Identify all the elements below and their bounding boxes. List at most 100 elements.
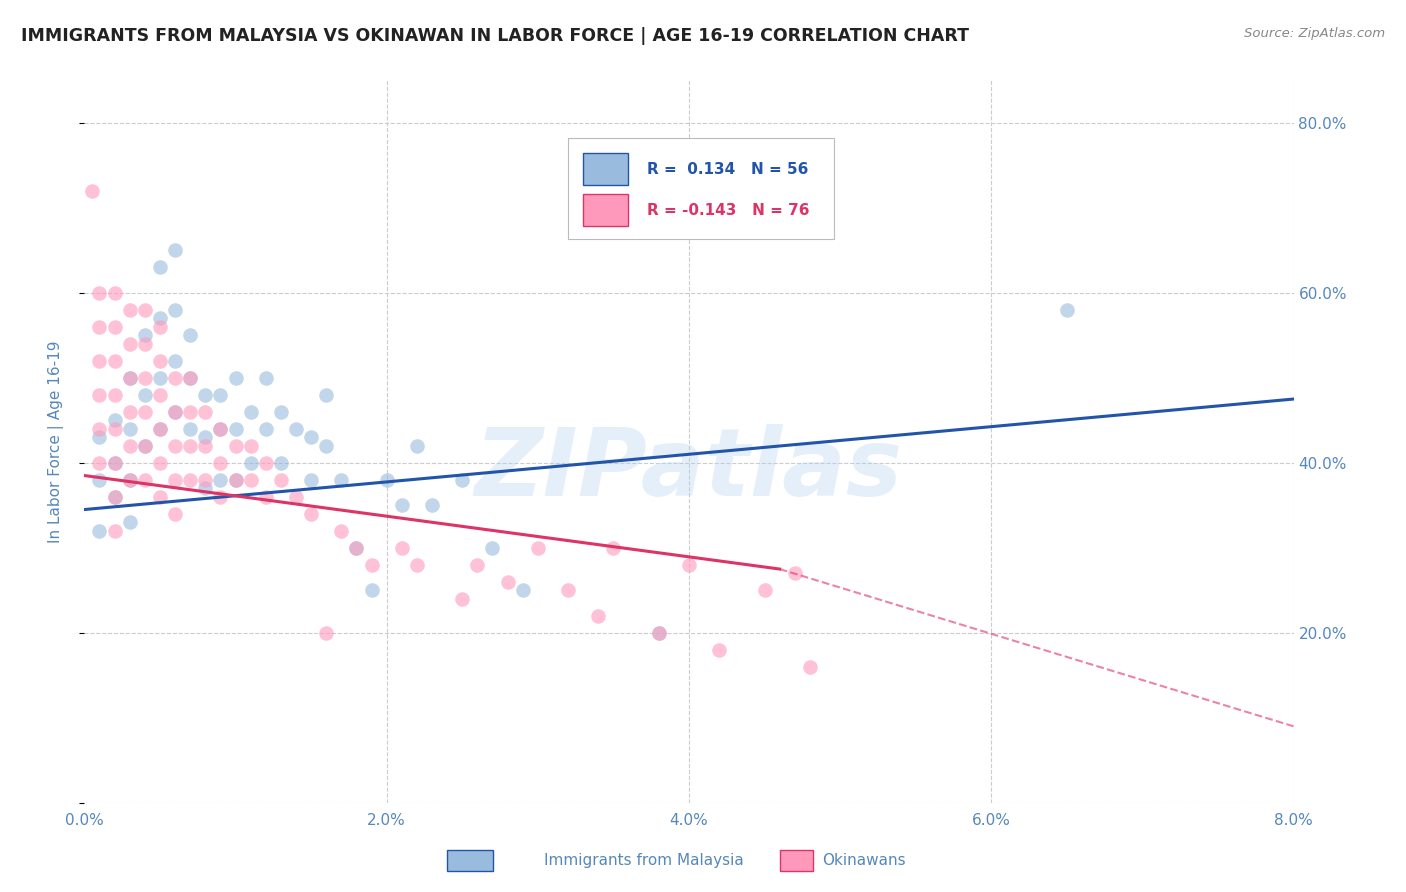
Point [149, 319, 172, 334]
Point [165, 353, 187, 368]
Point [118, 473, 141, 487]
Point [557, 583, 579, 598]
Point [225, 422, 247, 436]
Point [118, 405, 141, 419]
Point [149, 388, 172, 402]
Point [104, 456, 127, 470]
Point [225, 473, 247, 487]
Point [406, 558, 429, 572]
Point [104, 524, 127, 538]
Point [209, 388, 232, 402]
Point [391, 498, 413, 512]
Point [194, 405, 217, 419]
FancyBboxPatch shape [447, 850, 494, 871]
Point [134, 388, 156, 402]
Point [104, 285, 127, 300]
Point [527, 541, 550, 555]
Point [179, 371, 201, 385]
Point [270, 456, 292, 470]
Point [360, 558, 382, 572]
Text: Okinawans: Okinawans [823, 853, 905, 868]
Point [299, 430, 322, 444]
Point [648, 625, 671, 640]
Point [118, 516, 141, 530]
Point [118, 371, 141, 385]
Point [299, 473, 322, 487]
Point [254, 422, 277, 436]
Point [89, 388, 111, 402]
Point [104, 388, 127, 402]
Point [165, 244, 187, 258]
Point [118, 439, 141, 453]
Text: R =  0.134   N = 56: R = 0.134 N = 56 [647, 161, 808, 177]
Point [104, 353, 127, 368]
Point [165, 405, 187, 419]
Point [104, 456, 127, 470]
Point [134, 336, 156, 351]
Point [299, 507, 322, 521]
Point [118, 422, 141, 436]
Point [346, 541, 368, 555]
Point [179, 473, 201, 487]
Text: IMMIGRANTS FROM MALAYSIA VS OKINAWAN IN LABOR FORCE | AGE 16-19 CORRELATION CHAR: IMMIGRANTS FROM MALAYSIA VS OKINAWAN IN … [21, 27, 969, 45]
Point [134, 473, 156, 487]
Y-axis label: In Labor Force | Age 16-19: In Labor Force | Age 16-19 [48, 340, 63, 543]
Point [799, 660, 821, 674]
Point [118, 473, 141, 487]
Point [134, 439, 156, 453]
Point [89, 422, 111, 436]
Point [254, 490, 277, 504]
Point [134, 371, 156, 385]
Text: ZIPatlas: ZIPatlas [475, 425, 903, 516]
Point [89, 285, 111, 300]
Point [451, 473, 474, 487]
Point [165, 507, 187, 521]
Point [194, 388, 217, 402]
Point [225, 473, 247, 487]
Point [89, 319, 111, 334]
Point [588, 608, 610, 623]
Point [602, 541, 624, 555]
Point [209, 422, 232, 436]
Point [165, 405, 187, 419]
Point [89, 456, 111, 470]
Point [467, 558, 489, 572]
Point [149, 490, 172, 504]
Point [89, 524, 111, 538]
Point [225, 371, 247, 385]
Point [420, 498, 443, 512]
Point [194, 481, 217, 495]
Point [254, 371, 277, 385]
Point [89, 353, 111, 368]
Point [194, 430, 217, 444]
Point [149, 311, 172, 326]
Point [149, 422, 172, 436]
Point [391, 541, 413, 555]
Point [360, 583, 382, 598]
Point [225, 439, 247, 453]
Point [406, 439, 429, 453]
Point [239, 405, 262, 419]
Point [165, 473, 187, 487]
Point [209, 456, 232, 470]
Point [80, 184, 103, 198]
Point [194, 439, 217, 453]
Point [149, 422, 172, 436]
FancyBboxPatch shape [780, 850, 814, 871]
Point [512, 583, 534, 598]
Point [709, 642, 731, 657]
Point [239, 473, 262, 487]
Point [330, 473, 353, 487]
Point [315, 388, 337, 402]
Point [134, 439, 156, 453]
Point [179, 422, 201, 436]
Point [179, 439, 201, 453]
FancyBboxPatch shape [568, 138, 834, 239]
Point [330, 524, 353, 538]
Point [149, 456, 172, 470]
Point [104, 422, 127, 436]
Point [270, 405, 292, 419]
Point [149, 353, 172, 368]
Point [149, 371, 172, 385]
FancyBboxPatch shape [582, 194, 628, 227]
